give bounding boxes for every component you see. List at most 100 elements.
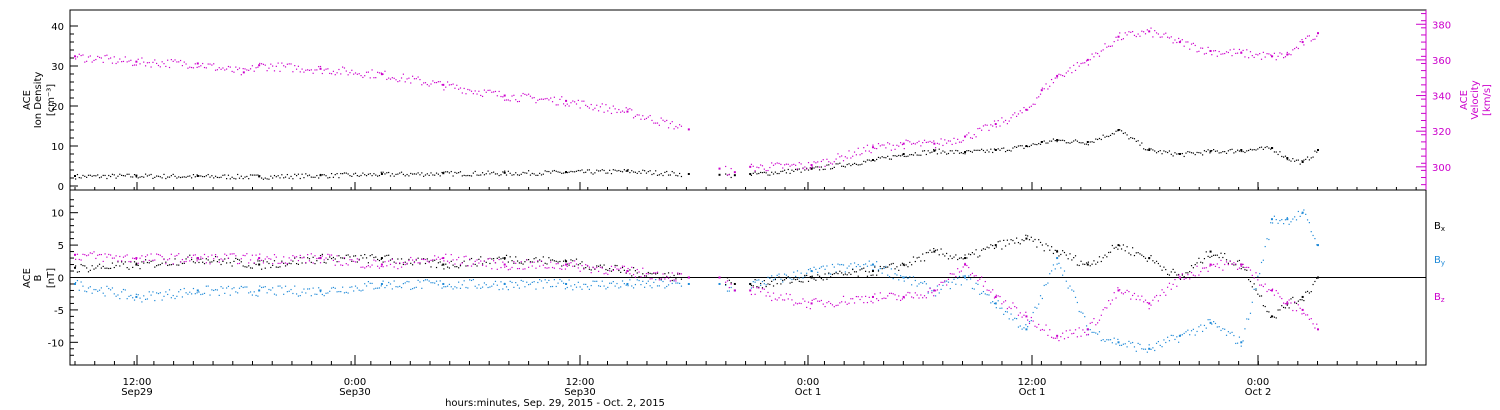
by-series-sample [1268,238,1270,241]
bx-series-sample [1130,254,1132,256]
by-series-sample [830,273,832,275]
bz-series-sample [286,263,288,265]
by-series [74,209,1319,353]
velocity-series-sample [384,70,386,72]
bz-series-sample [539,265,541,267]
bx-series-sample [1299,299,1301,301]
by-series-sample [844,271,846,273]
bz-series-sample [384,261,386,263]
by-series-sample [391,288,393,290]
top-left-tick-label: 30 [51,62,64,73]
by-series-sample [603,285,605,287]
density-series-sample [520,173,522,175]
by-series-sample [349,286,351,288]
bz-series-sample [592,266,594,268]
bz-series-point [1286,302,1289,305]
bx-series-sample [807,280,810,282]
velocity-series-sample [842,160,845,162]
velocity-series-sample [1071,72,1073,74]
bz-series-sample [680,273,683,275]
velocity-series-sample [367,71,369,73]
density-series-sample [969,150,972,153]
by-series-sample [1259,272,1261,275]
by-series-sample [351,286,353,288]
bz-series-sample [625,271,627,274]
density-series-sample [463,174,465,177]
bx-series-sample [1297,300,1299,302]
velocity-series-sample [231,70,233,73]
bx-series-sample [1004,245,1007,247]
by-series-sample [1279,219,1281,222]
bz-series-sample [579,270,581,272]
bx-series-sample [397,258,399,260]
by-series-sample [1161,346,1163,348]
density-series-sample [511,174,513,176]
velocity-series-sample [1283,57,1285,59]
bx-series-sample [1310,291,1312,293]
bx-series-sample [426,258,428,260]
velocity-series-sample [1143,31,1145,33]
density-series-sample [268,178,270,180]
by-series-sample [752,281,754,283]
velocity-series-sample [1174,39,1176,41]
by-series-sample [1227,331,1229,333]
velocity-series-sample [899,142,902,144]
bz-series-sample [290,259,292,261]
bx-series-sample [168,264,171,266]
bz-series-sample [922,297,924,299]
bx-series-sample [1218,256,1220,259]
bz-series-sample [1021,316,1023,318]
by-series-sample [133,299,136,301]
bx-series-sample [202,261,204,263]
bx-series-sample [997,241,999,243]
by-series-sample [942,284,944,287]
bz-series-sample [901,298,904,300]
velocity-series-sample [555,104,557,106]
velocity-series-sample [426,83,428,86]
by-series-sample [191,293,193,295]
bz-series-sample [273,254,276,256]
bz-series-sample [365,266,368,268]
density-series-sample [395,173,397,176]
bx-series-sample [1120,248,1123,250]
density-series-sample [872,159,874,161]
bz-series-sample [620,267,622,269]
bx-series-sample [520,262,522,264]
by-series-sample [1163,339,1165,341]
by-series-sample [157,292,160,295]
by-series-sample [384,287,386,289]
density-series-sample [636,172,638,174]
velocity-series-sample [1152,36,1154,38]
by-series-sample [496,284,498,286]
velocity-series-sample [316,69,318,71]
by-series-sample [940,288,942,291]
bz-series-sample [1270,289,1272,292]
by-series-sample [203,292,206,294]
bz-series-sample [947,278,950,280]
bx-series-sample [314,263,316,265]
bz-series-sample [914,292,916,294]
by-series-sample [113,293,115,295]
by-series-sample [763,283,765,285]
bx-series-sample [1141,254,1143,256]
velocity-series-sample [1190,43,1193,45]
bz-series-sample [1205,267,1207,269]
bx-series-sample [132,266,134,269]
bx-series-sample [936,249,939,251]
by-series-sample [1001,307,1003,309]
density-series-sample [301,173,303,175]
by-series-sample [395,286,397,288]
by-series-sample [428,280,430,282]
density-series-sample [502,171,504,173]
by-series-sample [1190,330,1193,332]
top-left-ylabel: ACE Ion Density [cm⁻³] [22,72,57,129]
bz-series-sample [367,265,369,267]
velocity-series-sample [968,132,970,134]
velocity-series-point [626,110,629,113]
by-series-sample [224,292,226,294]
bz-series-sample [238,262,241,265]
velocity-series-sample [909,141,911,143]
bz-series-sample [778,297,780,299]
bx-series-sample [1080,260,1082,262]
velocity-series-sample [349,72,351,74]
